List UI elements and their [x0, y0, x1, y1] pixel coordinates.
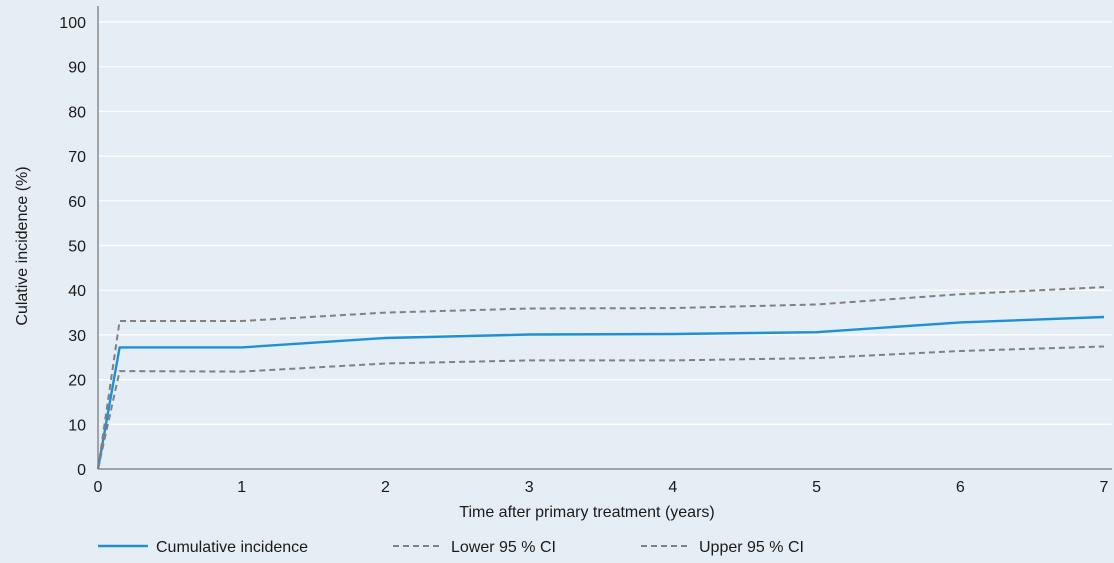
- y-axis-label: Culative incidence (%): [14, 166, 31, 325]
- x-tick-label: 0: [94, 479, 103, 496]
- y-tick-label: 100: [59, 15, 86, 32]
- y-tick-label: 10: [68, 417, 86, 434]
- x-tick-label: 1: [237, 479, 246, 496]
- y-tick-label: 40: [68, 283, 86, 300]
- tick-labels: 0 10 20 30 40 50 60 70 80 90 100 0 1 2 3 4 5 6 7: [59, 15, 1108, 496]
- series-line-lower-95-ci: [97, 345, 1105, 470]
- x-tick-label: 7: [1100, 479, 1109, 496]
- y-tick-label: 80: [68, 104, 86, 121]
- data-series: [96, 286, 1105, 470]
- y-tick-label: 0: [77, 462, 86, 479]
- x-tick-label: 3: [525, 479, 534, 496]
- y-tick-label: 20: [68, 373, 86, 390]
- x-tick-label: 4: [668, 479, 677, 496]
- legend-label: Lower 95 % CI: [451, 539, 556, 556]
- gridlines: [98, 21, 1112, 425]
- y-tick-label: 90: [68, 60, 86, 77]
- legend-label: Cumulative incidence: [156, 539, 308, 556]
- x-tick-label: 2: [381, 479, 390, 496]
- series-line-upper-95-ci: [97, 286, 1105, 470]
- y-tick-label: 70: [68, 149, 86, 166]
- legend: Cumulative incidence Lower 95 % CI Upper 9…: [98, 539, 804, 556]
- y-tick-label: 60: [68, 194, 86, 211]
- legend-label: Upper 95 % CI: [699, 539, 804, 556]
- x-axis-label: Time after primary treatment (years): [459, 504, 714, 521]
- series-line-cumulative-incidence: [96, 315, 1105, 470]
- x-tick-label: 5: [812, 479, 821, 496]
- y-tick-label: 50: [68, 239, 86, 256]
- axes: [97, 6, 1112, 470]
- y-tick-label: 30: [68, 328, 86, 345]
- x-tick-label: 6: [956, 479, 965, 496]
